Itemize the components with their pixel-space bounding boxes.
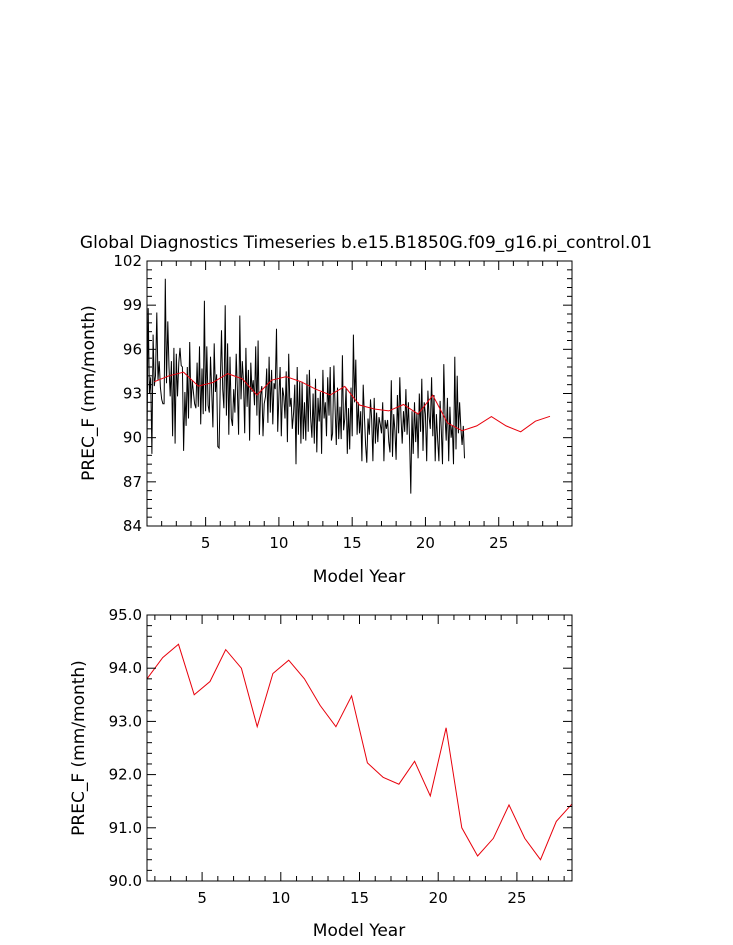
annual-mean-line xyxy=(154,371,551,433)
monthly-x-axis-label: Model Year xyxy=(313,567,405,587)
x-tick-label: 25 xyxy=(489,534,508,552)
y-tick-label: 91.0 xyxy=(109,819,142,837)
chart-title: Global Diagnostics Timeseries b.e15.B185… xyxy=(80,233,652,253)
y-tick-label: 95.0 xyxy=(109,606,142,624)
x-tick-label: 15 xyxy=(350,889,369,907)
annual-x-axis-label: Model Year xyxy=(313,921,405,941)
y-tick-label: 84 xyxy=(123,517,142,535)
x-tick-label: 20 xyxy=(416,534,435,552)
x-tick-label: 25 xyxy=(507,889,526,907)
monthly-axes: 5 10 15 20 25 84 87 90 93 96 99 102 xyxy=(113,252,573,552)
monthly-timeseries-panel: 5 10 15 20 25 84 87 90 93 96 99 102 Model Year PREC… xyxy=(79,252,573,587)
y-tick-label: 93 xyxy=(123,385,142,403)
x-tick-label: 20 xyxy=(429,889,448,907)
annual-mean-panel: 5 10 15 20 25 90.0 91.0 92.0 93.0 94.0 95.0 Model … xyxy=(69,606,573,941)
y-tick-label: 92.0 xyxy=(109,766,142,784)
y-tick-label: 87 xyxy=(123,473,142,491)
monthly-series-line xyxy=(146,278,465,494)
y-tick-label: 96 xyxy=(123,340,142,358)
monthly-marks xyxy=(146,278,551,494)
x-tick-label: 10 xyxy=(271,889,290,907)
monthly-y-axis-label: PREC_F (mm/month) xyxy=(79,305,99,481)
y-tick-label: 90.0 xyxy=(109,872,142,890)
annual-marks xyxy=(146,643,573,861)
x-tick-label: 10 xyxy=(269,534,288,552)
annual-mean-line xyxy=(146,643,573,861)
y-tick-label: 90 xyxy=(123,429,142,447)
x-tick-label: 15 xyxy=(343,534,362,552)
y-tick-label: 102 xyxy=(113,252,142,270)
annual-y-axis-label: PREC_F (mm/month) xyxy=(69,660,89,836)
plot-frame xyxy=(146,614,573,882)
plot-frame xyxy=(146,260,573,527)
y-tick-label: 99 xyxy=(123,296,142,314)
x-tick-label: 5 xyxy=(201,534,211,552)
y-tick-label: 94.0 xyxy=(109,659,142,677)
annual-axes: 5 10 15 20 25 90.0 91.0 92.0 93.0 94.0 95.0 xyxy=(109,606,573,907)
x-tick-label: 5 xyxy=(197,889,207,907)
y-tick-label: 93.0 xyxy=(109,712,142,730)
